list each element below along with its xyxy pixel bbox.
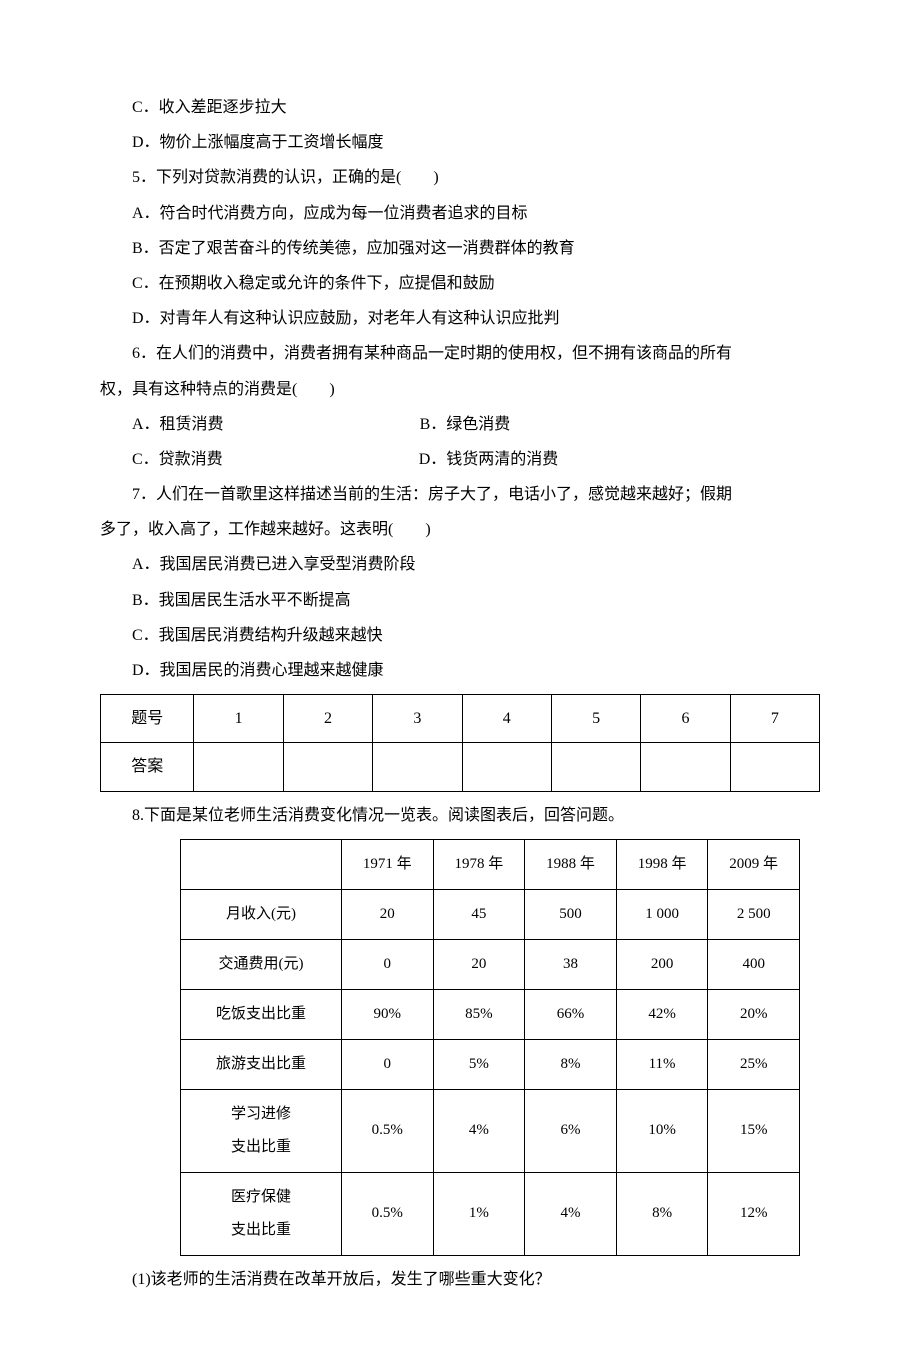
data-table-row-5: 医疗保健支出比重0.5%1%4%8%12%	[181, 1172, 800, 1255]
data-table-cell-4-2: 6%	[525, 1089, 617, 1172]
answer-grid-col-2: 2	[283, 695, 372, 743]
answer-grid-answer-6	[641, 743, 730, 791]
data-table-row-label-2: 吃饭支出比重	[181, 989, 342, 1039]
q4-option-d: D．物价上涨幅度高于工资增长幅度	[100, 125, 820, 160]
data-table-cell-5-4: 12%	[708, 1172, 800, 1255]
data-table-row-4: 学习进修支出比重0.5%4%6%10%15%	[181, 1089, 800, 1172]
q6-options-row1: A．租赁消费 B．绿色消费	[100, 407, 820, 442]
answer-grid-col-5: 5	[551, 695, 640, 743]
answer-grid-col-3: 3	[373, 695, 462, 743]
data-table-cell-3-0: 0	[341, 1039, 433, 1089]
answer-grid-table: 题号1234567 答案	[100, 694, 820, 791]
q6-options-row2: C．贷款消费 D．钱货两清的消费	[100, 442, 820, 477]
q6-option-c: C．贷款消费	[132, 451, 223, 468]
data-table-row-label-1: 交通费用(元)	[181, 939, 342, 989]
data-table-cell-0-2: 500	[525, 889, 617, 939]
data-table-cell-1-0: 0	[341, 939, 433, 989]
data-table-cell-3-4: 25%	[708, 1039, 800, 1089]
data-table-row-2: 吃饭支出比重90%85%66%42%20%	[181, 989, 800, 1039]
data-table-cell-0-4: 2 500	[708, 889, 800, 939]
answer-grid-col-1: 1	[194, 695, 283, 743]
answer-grid-col-7: 7	[730, 695, 819, 743]
data-table-cell-2-4: 20%	[708, 989, 800, 1039]
answer-grid-answer-label: 答案	[101, 743, 194, 791]
q7-option-c: C．我国居民消费结构升级越来越快	[100, 618, 820, 653]
data-table-cell-3-2: 8%	[525, 1039, 617, 1089]
q7-stem-line1: 7．人们在一首歌里这样描述当前的生活：房子大了，电话小了，感觉越来越好；假期	[100, 477, 820, 512]
data-table-cell-4-4: 15%	[708, 1089, 800, 1172]
data-table-year-1: 1978 年	[433, 839, 525, 889]
answer-grid-answer-5	[551, 743, 640, 791]
answer-grid-col-4: 4	[462, 695, 551, 743]
answer-grid-header-row: 题号1234567	[101, 695, 820, 743]
data-table-cell-3-1: 5%	[433, 1039, 525, 1089]
q6-stem-line2: 权，具有这种特点的消费是( )	[100, 372, 820, 407]
answer-grid-answer-1	[194, 743, 283, 791]
data-table-header-row: 1971 年1978 年1988 年1998 年2009 年	[181, 839, 800, 889]
data-table-cell-1-4: 400	[708, 939, 800, 989]
data-table-row-1: 交通费用(元)02038200400	[181, 939, 800, 989]
answer-grid-answer-4	[462, 743, 551, 791]
data-table-cell-0-1: 45	[433, 889, 525, 939]
data-table-cell-2-2: 66%	[525, 989, 617, 1039]
data-table-row-label-5: 医疗保健支出比重	[181, 1172, 342, 1255]
data-table-cell-1-1: 20	[433, 939, 525, 989]
data-table-cell-4-0: 0.5%	[341, 1089, 433, 1172]
data-table-cell-2-1: 85%	[433, 989, 525, 1039]
q5-option-b: B．否定了艰苦奋斗的传统美德，应加强对这一消费群体的教育	[100, 231, 820, 266]
q6-option-a: A．租赁消费	[132, 416, 224, 433]
data-table-row-label-4: 学习进修支出比重	[181, 1089, 342, 1172]
answer-grid-answer-2	[283, 743, 372, 791]
data-table-cell-5-2: 4%	[525, 1172, 617, 1255]
q8-intro: 8.下面是某位老师生活消费变化情况一览表。阅读图表后，回答问题。	[100, 798, 820, 833]
data-table-cell-0-3: 1 000	[616, 889, 708, 939]
data-table-blank-header	[181, 839, 342, 889]
q7-stem-line2: 多了，收入高了，工作越来越好。这表明( )	[100, 512, 820, 547]
data-table-cell-1-3: 200	[616, 939, 708, 989]
data-table-row-label-3: 旅游支出比重	[181, 1039, 342, 1089]
data-table-cell-3-3: 11%	[616, 1039, 708, 1089]
consumption-data-table: 1971 年1978 年1988 年1998 年2009 年月收入(元)2045…	[180, 839, 800, 1256]
answer-grid-answer-3	[373, 743, 462, 791]
data-table-cell-0-0: 20	[341, 889, 433, 939]
q5-option-d: D．对青年人有这种认识应鼓励，对老年人有这种认识应批判	[100, 301, 820, 336]
data-table-row-0: 月收入(元)20455001 0002 500	[181, 889, 800, 939]
q7-option-d: D．我国居民的消费心理越来越健康	[100, 653, 820, 688]
q8-subquestion-1: (1)该老师的生活消费在改革开放后，发生了哪些重大变化？	[100, 1262, 820, 1297]
data-table-cell-4-3: 10%	[616, 1089, 708, 1172]
data-table-cell-1-2: 38	[525, 939, 617, 989]
data-table-year-4: 2009 年	[708, 839, 800, 889]
data-table-year-2: 1988 年	[525, 839, 617, 889]
q5-option-c: C．在预期收入稳定或允许的条件下，应提倡和鼓励	[100, 266, 820, 301]
data-table-cell-5-3: 8%	[616, 1172, 708, 1255]
q5-stem: 5．下列对贷款消费的认识，正确的是( )	[100, 160, 820, 195]
answer-grid-col-6: 6	[641, 695, 730, 743]
answer-grid-answer-row: 答案	[101, 743, 820, 791]
data-table-year-0: 1971 年	[341, 839, 433, 889]
data-table-cell-5-1: 1%	[433, 1172, 525, 1255]
q7-option-a: A．我国居民消费已进入享受型消费阶段	[100, 547, 820, 582]
data-table-cell-5-0: 0.5%	[341, 1172, 433, 1255]
data-table-row-3: 旅游支出比重05%8%11%25%	[181, 1039, 800, 1089]
q7-option-b: B．我国居民生活水平不断提高	[100, 583, 820, 618]
data-table-cell-2-0: 90%	[341, 989, 433, 1039]
data-table-row-label-0: 月收入(元)	[181, 889, 342, 939]
q5-option-a: A．符合时代消费方向，应成为每一位消费者追求的目标	[100, 196, 820, 231]
answer-grid-answer-7	[730, 743, 819, 791]
data-table-year-3: 1998 年	[616, 839, 708, 889]
data-table-cell-2-3: 42%	[616, 989, 708, 1039]
q6-option-d: D．钱货两清的消费	[387, 442, 559, 477]
q4-option-c: C．收入差距逐步拉大	[100, 90, 820, 125]
document-page: C．收入差距逐步拉大 D．物价上涨幅度高于工资增长幅度 5．下列对贷款消费的认识…	[0, 0, 920, 1357]
q6-option-b: B．绿色消费	[388, 407, 511, 442]
answer-grid-header-label: 题号	[101, 695, 194, 743]
data-table-cell-4-1: 4%	[433, 1089, 525, 1172]
q6-stem-line1: 6．在人们的消费中，消费者拥有某种商品一定时期的使用权，但不拥有该商品的所有	[100, 336, 820, 371]
